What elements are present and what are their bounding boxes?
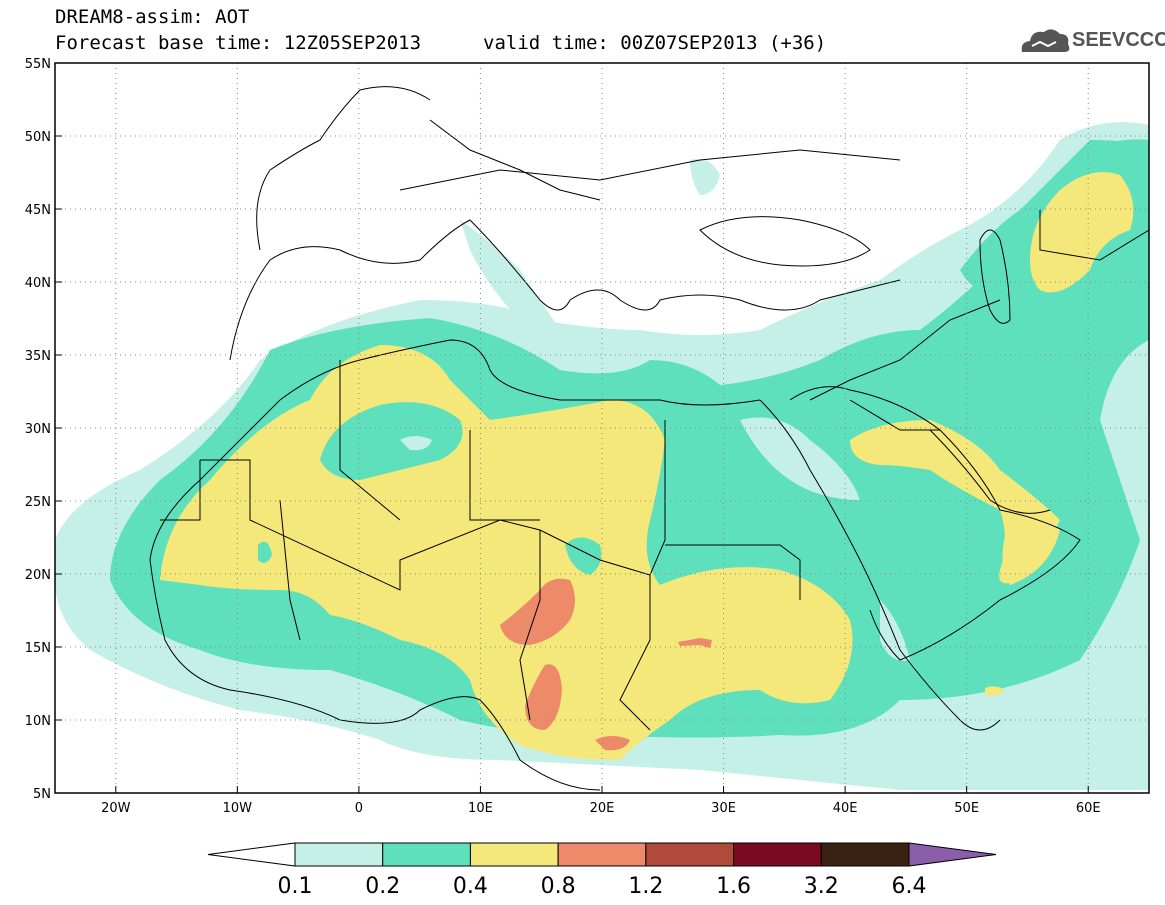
colorbar-segment bbox=[820, 842, 910, 867]
lat-label: 30N bbox=[25, 422, 51, 437]
colorbar-segment bbox=[207, 842, 296, 867]
colorbar: 0.1 0.2 0.4 0.8 1.2 1.6 3.2 6.4 bbox=[207, 842, 997, 899]
lon-label: 10W bbox=[223, 801, 253, 816]
aot-band-0.2-mali bbox=[258, 541, 272, 564]
lat-label: 10N bbox=[25, 714, 51, 729]
aot-band-0.1-romania bbox=[690, 159, 720, 195]
aot-band-0.1-algeria bbox=[400, 436, 432, 451]
colorbar-label: 0.8 bbox=[541, 874, 576, 899]
lon-label: 10E bbox=[468, 801, 493, 816]
lon-label: 50E bbox=[954, 801, 979, 816]
colorbar-segment bbox=[645, 842, 735, 867]
lat-label: 25N bbox=[25, 495, 51, 510]
aot-band-0.1-egypt bbox=[740, 417, 860, 500]
colorbar-label: 1.6 bbox=[716, 874, 751, 899]
colorbar-label: 3.2 bbox=[804, 874, 839, 899]
colorbar-segment bbox=[908, 842, 997, 867]
aot-band-0.8-chad bbox=[525, 664, 562, 730]
colorbar-label: 0.2 bbox=[365, 874, 400, 899]
lat-label: 20N bbox=[25, 568, 51, 583]
aot-band-0.4-arabia2 bbox=[1002, 516, 1060, 585]
lat-label: 50N bbox=[25, 130, 51, 145]
lat-label: 40N bbox=[25, 276, 51, 291]
lon-label: 0 bbox=[355, 801, 363, 816]
aot-band-0.1-italy bbox=[460, 220, 560, 330]
aot-band-0.8-sudan bbox=[678, 638, 712, 648]
lon-label: 30E bbox=[711, 801, 736, 816]
colorbar-segment bbox=[294, 842, 384, 867]
valid-time: valid time: 00Z07SEP2013 (+36) bbox=[483, 32, 827, 54]
aot-contours bbox=[55, 122, 1149, 791]
aot-band-0.8-niger bbox=[500, 578, 575, 645]
colorbar-segment bbox=[382, 842, 471, 867]
colorbar-label: 1.2 bbox=[628, 874, 663, 899]
colorbar-segment bbox=[557, 842, 647, 867]
colorbar-segment bbox=[469, 842, 559, 867]
aot-band-0.4-kazakh bbox=[1030, 172, 1134, 293]
map-title: DREAM8-assim: AOT bbox=[55, 6, 250, 28]
lat-label: 45N bbox=[25, 203, 51, 218]
aot-band-0.2-algeria bbox=[320, 402, 463, 480]
aot-band-0.8-car bbox=[595, 736, 630, 751]
lon-label: 20W bbox=[101, 801, 131, 816]
lat-label: 35N bbox=[25, 349, 51, 364]
lat-label: 5N bbox=[33, 787, 51, 802]
coastlines bbox=[149, 86, 1149, 791]
forecast-base-time: Forecast base time: 12Z05SEP2013 bbox=[55, 32, 422, 54]
aot-band-0.4-yemen bbox=[985, 686, 1005, 696]
lat-label: 55N bbox=[25, 57, 51, 72]
colorbar-label: 0.1 bbox=[278, 874, 313, 899]
lon-label: 60E bbox=[1076, 801, 1101, 816]
lon-labels: 20W 10W 0 10E 20E 30E 40E 50E 60E bbox=[101, 801, 1101, 816]
lat-labels: 55N 50N 45N 40N 35N 30N 25N 20N 15N 10N 5N bbox=[25, 57, 51, 802]
lon-label: 20E bbox=[590, 801, 615, 816]
logo-text: SEEVCCC bbox=[1072, 29, 1165, 51]
colorbar-segment bbox=[733, 842, 822, 867]
axis-ticks bbox=[55, 62, 1089, 794]
cloud-logo-icon bbox=[1021, 29, 1070, 52]
colorbar-label: 6.4 bbox=[892, 874, 927, 899]
colorbar-label: 0.4 bbox=[453, 874, 488, 899]
gridlines bbox=[55, 63, 1149, 793]
lat-label: 15N bbox=[25, 641, 51, 656]
lon-label: 40E bbox=[833, 801, 858, 816]
